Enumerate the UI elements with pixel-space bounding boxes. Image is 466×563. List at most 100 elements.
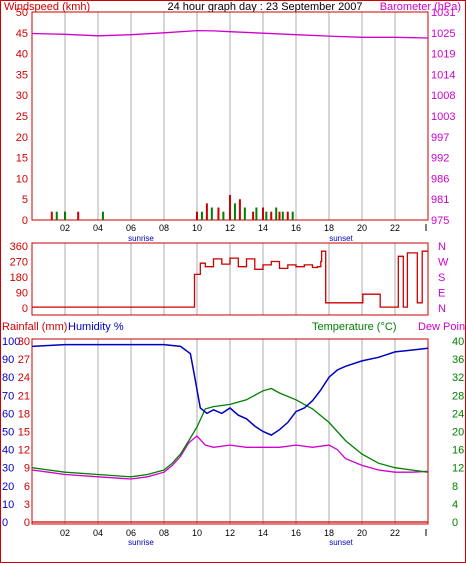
windgust-bar (200, 211, 203, 220)
barometer-tick: 1003 (431, 111, 455, 123)
temperature-tick: 28 (452, 390, 464, 402)
barometer-tick: 1014 (431, 69, 455, 81)
barometer-tick: 997 (431, 132, 449, 144)
x-tick-top: 14 (258, 223, 268, 233)
humidity-tick: 30 (2, 463, 14, 475)
x-tick-bottom: 16 (291, 528, 301, 538)
rainfall-tick: 6 (24, 481, 30, 493)
temperature-tick: 20 (452, 427, 464, 439)
humidity-tick: 90 (2, 354, 14, 366)
humidity-temperature-x-tick-labels: 02 04 06 08 10 12 14 16 18 20 22 (60, 528, 427, 538)
wind-direction-line (32, 250, 428, 308)
windspeed-tick: 10 (16, 173, 28, 185)
x-tick-top: 06 (126, 223, 136, 233)
x-tick-top: 12 (225, 223, 235, 233)
humidity-temperature-gridlines (64, 339, 396, 524)
temperature-tick: 8 (452, 481, 458, 493)
rainfall-tick: 27 (18, 354, 30, 366)
direction-compass-tick: N (438, 303, 446, 315)
rainfall-tick: 15 (18, 427, 30, 439)
barometer-tick-labels: 975 981 986 992 997 1003 1008 1014 1019 1025 1031 (431, 7, 455, 227)
temperature-tick: 0 (452, 517, 458, 529)
windspeed-tick: 50 (16, 7, 28, 19)
windgust-bar (291, 211, 294, 220)
humidity-temperature-plot-frame (31, 338, 429, 525)
windspeed-bar (286, 211, 289, 220)
temperature-line (31, 387, 429, 478)
rainfall-tick: 30 (18, 336, 30, 348)
rainfall-tick: 0 (24, 517, 30, 529)
direction-degree-tick-labels: 0 90 180 270 360 (10, 241, 28, 315)
direction-compass-tick: W (438, 257, 449, 269)
humidity-tick: 70 (2, 390, 14, 402)
wind-direction-gridlines (64, 243, 396, 315)
windspeed-bar (270, 211, 273, 220)
barometer-tick: 992 (431, 153, 449, 165)
dewpoint-axis-label: Dew Point (418, 321, 466, 333)
windspeed-tick: 15 (16, 153, 28, 165)
windspeed-tick: 5 (22, 194, 28, 206)
temperature-tick: 32 (452, 372, 464, 384)
x-tick-top: 16 (291, 223, 301, 233)
x-tick-top: 02 (60, 223, 70, 233)
windgust-bar (64, 211, 66, 220)
humidity-tick: 80 (2, 372, 14, 384)
humidity-tick: 50 (2, 427, 14, 439)
humidity-tick: 40 (2, 445, 14, 457)
windspeed-bar (196, 211, 198, 220)
x-tick-bottom: 06 (126, 528, 136, 538)
x-tick-bottom: 08 (159, 528, 169, 538)
temperature-tick-labels: 0 4 8 12 16 20 24 28 32 36 40 (452, 336, 464, 529)
barometer-axis-label: Barometer (hPa) (380, 1, 461, 13)
direction-degree-tick: 90 (16, 288, 28, 300)
direction-degree-tick: 360 (10, 241, 28, 253)
rainfall-tick: 24 (18, 372, 30, 384)
barometer-tick: 1031 (431, 7, 455, 19)
barometer-tick: 986 (431, 173, 449, 185)
windspeed-tick: 0 (22, 215, 28, 227)
direction-compass-tick: E (438, 288, 445, 300)
x-tick-bottom: 10 (192, 528, 202, 538)
sunset-label-top: sunset (329, 234, 353, 243)
windgust-bar (281, 211, 284, 220)
barometer-tick: 975 (431, 215, 449, 227)
barometer-tick: 1008 (431, 90, 455, 102)
windgust-bar (233, 203, 236, 220)
rainfall-axis-label: Rainfall (mm) (2, 321, 67, 333)
barometer-tick: 1019 (431, 49, 455, 61)
rainfall-tick: 12 (18, 445, 30, 457)
windspeed-bar (278, 211, 281, 220)
humidity-tick: 100 (2, 336, 20, 348)
x-tick-top: 18 (324, 223, 334, 233)
humidity-line (31, 343, 429, 436)
direction-degree-tick: 180 (10, 272, 28, 284)
windspeed-bar (205, 203, 208, 220)
x-tick-bottom: 18 (324, 528, 334, 538)
sunrise-label-bottom: sunrise (128, 538, 154, 547)
chart-title: 24 hour graph day : 23 September 2007 (167, 1, 362, 13)
wind-direction-plot-frame (31, 242, 429, 316)
x-tick-bottom: 02 (60, 528, 70, 538)
windgust-bar (243, 207, 246, 220)
x-tick-bottom: 04 (93, 528, 103, 538)
humidity-tick: 20 (2, 481, 14, 493)
temperature-tick: 4 (452, 499, 458, 511)
windgust-bar (101, 211, 104, 220)
windspeed-tick: 45 (16, 28, 28, 40)
windspeed-bar (50, 211, 53, 220)
barometer-tick: 1025 (431, 28, 455, 40)
rainfall-tick: 18 (18, 408, 30, 420)
wind-baro-marks (31, 29, 429, 220)
temperature-tick: 36 (452, 354, 464, 366)
x-tick-top: 04 (93, 223, 103, 233)
windspeed-bar (238, 199, 241, 220)
wind-direction-marks (32, 250, 428, 308)
temperature-tick: 16 (452, 445, 464, 457)
windgust-bar (210, 207, 213, 220)
windspeed-axis-label: Windspeed (kmh) (4, 1, 90, 13)
x-tick-bottom: 22 (390, 528, 400, 538)
